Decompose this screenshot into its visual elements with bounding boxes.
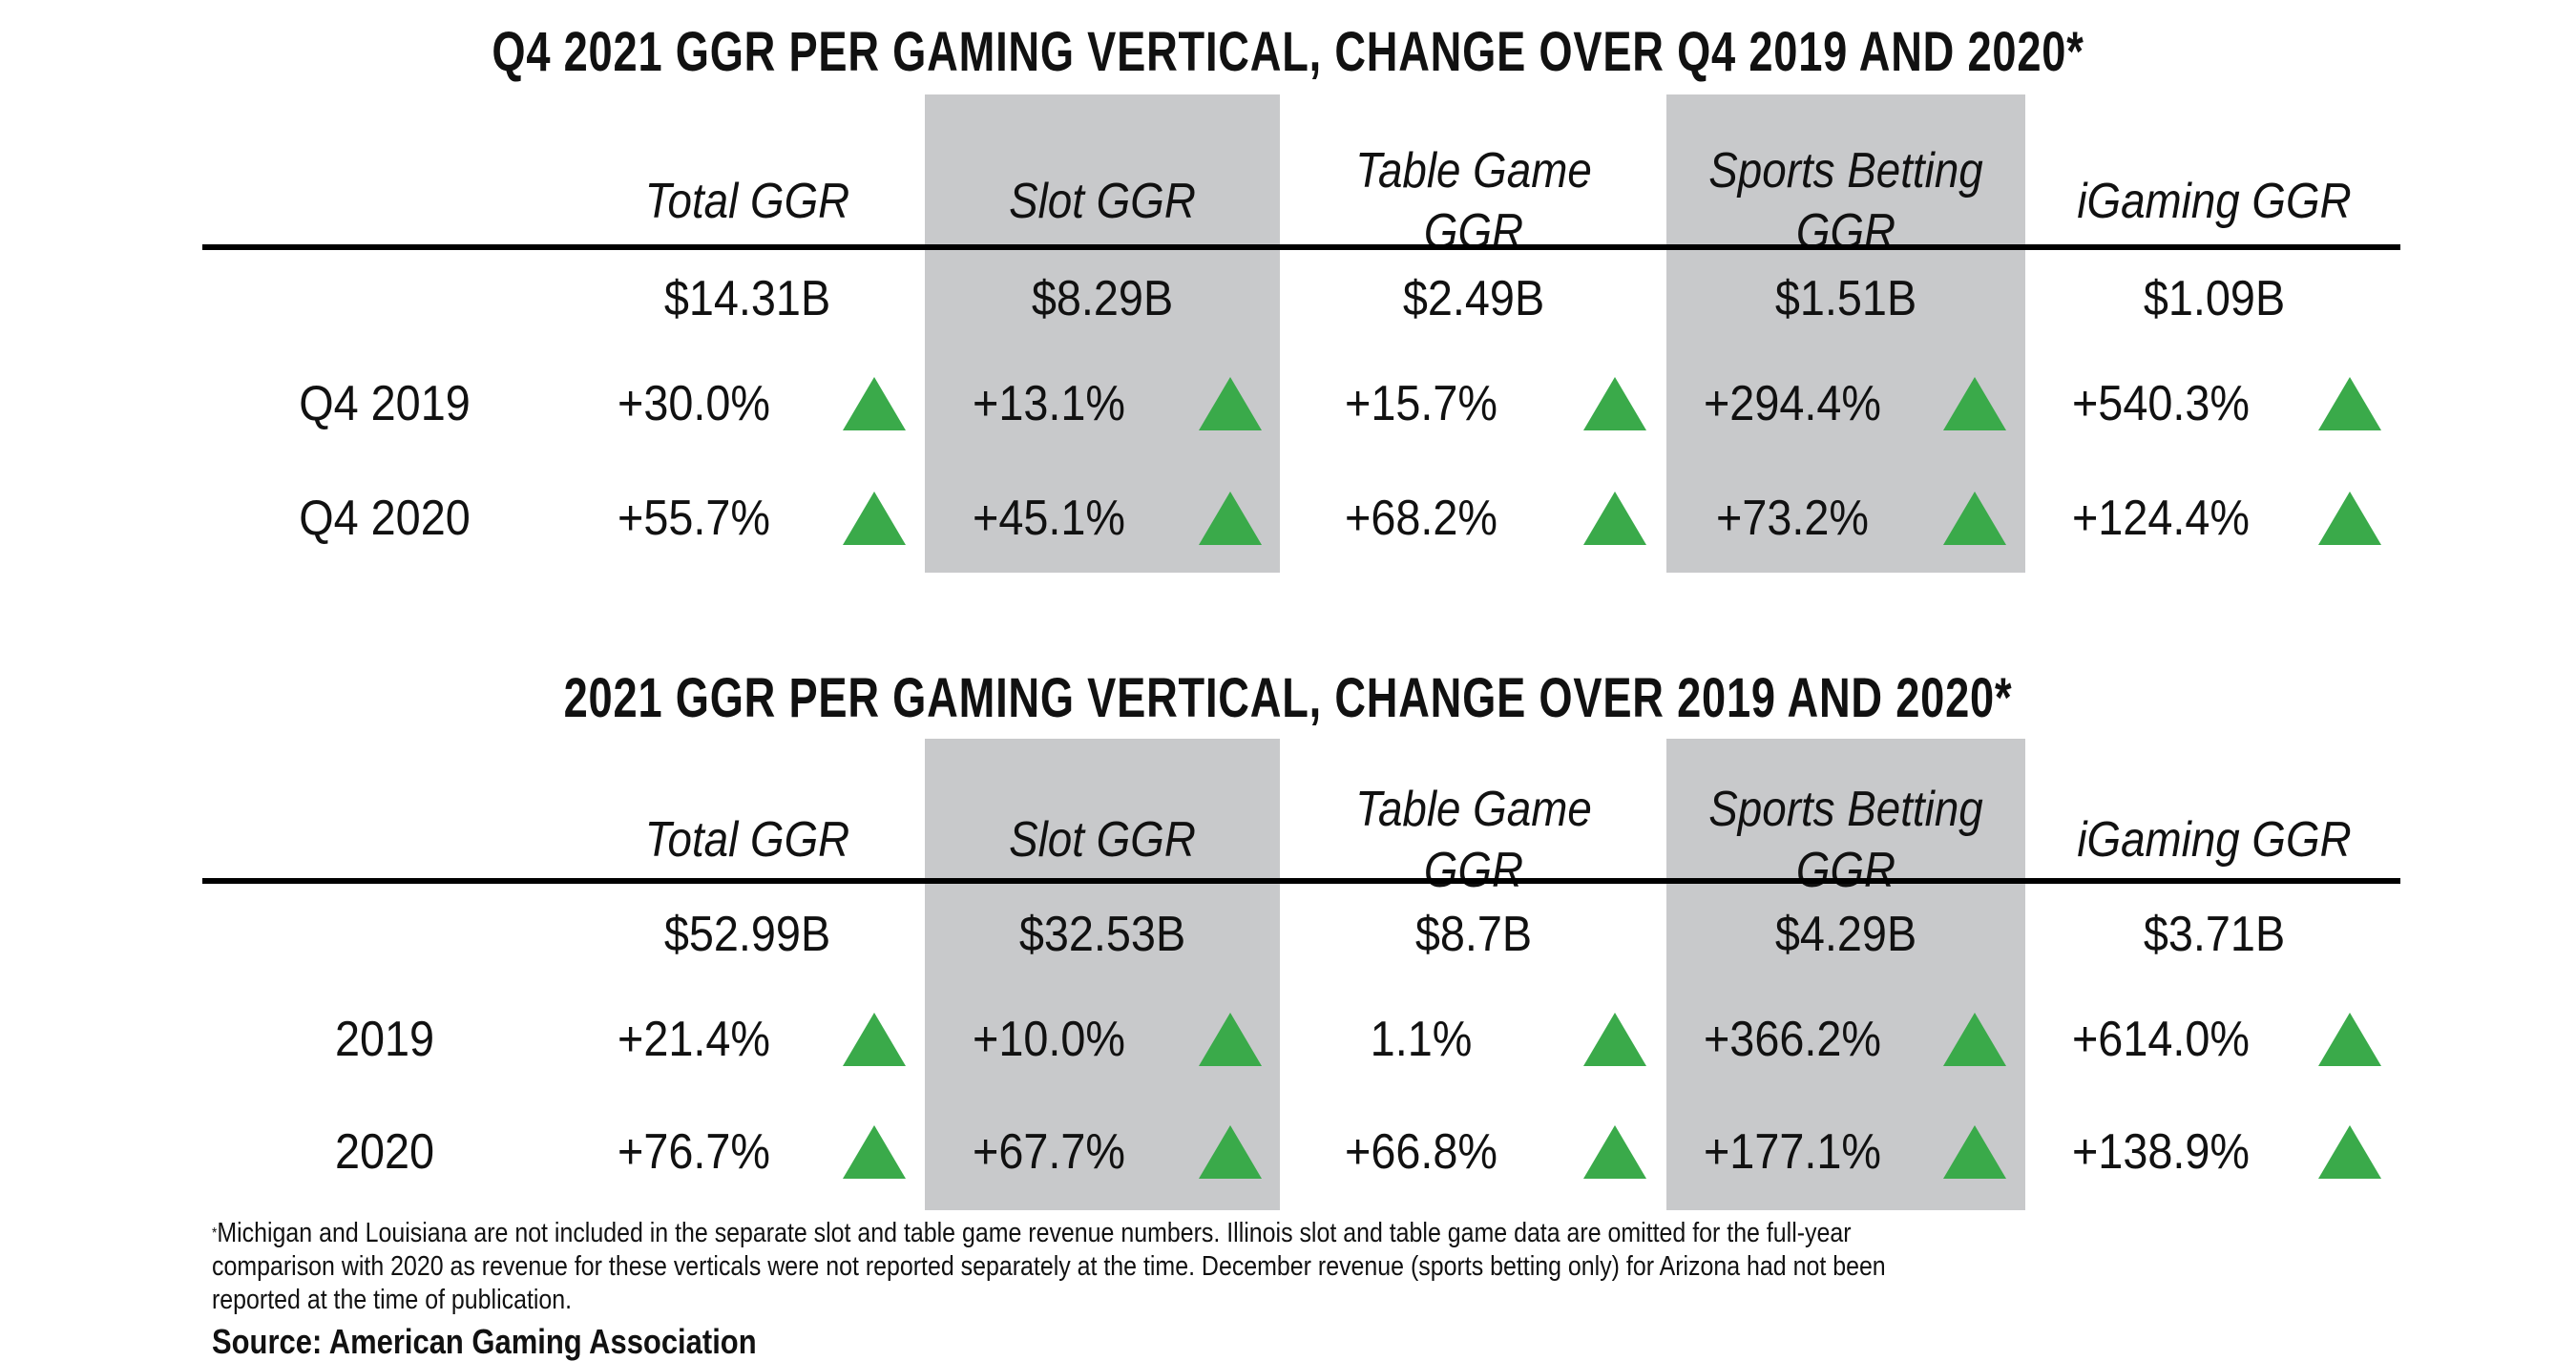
column-header-line: iGaming GGR bbox=[2077, 174, 2352, 229]
source-credit: Source: American Gaming Association bbox=[212, 1322, 757, 1361]
change-value: +366.2% bbox=[1703, 1012, 1882, 1067]
row-label: 2020 bbox=[334, 1124, 435, 1180]
column-header-line: Total GGR bbox=[644, 812, 850, 868]
up-arrow-icon bbox=[1943, 1013, 2006, 1066]
up-arrow-icon bbox=[1583, 1125, 1646, 1179]
up-arrow-icon bbox=[843, 377, 906, 430]
column-header-line: iGaming GGR bbox=[2077, 812, 2352, 868]
change-value: +30.0% bbox=[617, 376, 771, 431]
header-rule bbox=[202, 878, 2400, 884]
change-value: +138.9% bbox=[2071, 1124, 2251, 1180]
footnote-line: *Michigan and Louisiana are not included… bbox=[212, 1217, 2182, 1250]
column-header-line: GGR bbox=[1423, 843, 1524, 898]
up-arrow-icon bbox=[2318, 492, 2381, 545]
up-arrow-icon bbox=[2318, 1013, 2381, 1066]
total-value: $1.51B bbox=[1774, 271, 1917, 326]
change-value: +67.7% bbox=[972, 1124, 1126, 1180]
up-arrow-icon bbox=[1199, 1013, 1262, 1066]
column-header: iGaming GGR bbox=[2055, 809, 2374, 870]
change-value: +177.1% bbox=[1703, 1124, 1882, 1180]
row-label: Q4 2019 bbox=[299, 376, 471, 431]
column-header-line: Table Game bbox=[1355, 782, 1592, 837]
up-arrow-icon bbox=[1583, 377, 1646, 430]
up-arrow-icon bbox=[843, 1125, 906, 1179]
footnote-marker: * bbox=[212, 1225, 218, 1242]
table-title: Q4 2021 GGR PER GAMING VERTICAL, CHANGE … bbox=[492, 21, 2084, 83]
total-value: $8.7B bbox=[1414, 907, 1533, 962]
column-header: Slot GGR bbox=[943, 809, 1262, 870]
column-header: Table Game GGR bbox=[1314, 779, 1633, 901]
total-value: $3.71B bbox=[2143, 907, 2286, 962]
footnote-line: reported at the time of publication. bbox=[212, 1284, 2182, 1317]
up-arrow-icon bbox=[1199, 1125, 1262, 1179]
column-header-line: GGR bbox=[1423, 204, 1524, 260]
column-header-line: Sports Betting bbox=[1708, 143, 1983, 199]
total-value: $2.49B bbox=[1402, 271, 1545, 326]
total-value: $8.29B bbox=[1031, 271, 1174, 326]
column-header-line: Slot GGR bbox=[1009, 812, 1196, 868]
column-header: Total GGR bbox=[588, 809, 907, 870]
change-value: +21.4% bbox=[617, 1012, 771, 1067]
change-value: +540.3% bbox=[2071, 376, 2251, 431]
total-value: $14.31B bbox=[663, 271, 831, 326]
change-value: +15.7% bbox=[1344, 376, 1498, 431]
row-label: 2019 bbox=[334, 1012, 435, 1067]
up-arrow-icon bbox=[2318, 1125, 2381, 1179]
column-header: Sports Betting GGR bbox=[1686, 779, 2005, 901]
change-value: +10.0% bbox=[972, 1012, 1126, 1067]
footnote-text: Michigan and Louisiana are not included … bbox=[217, 1218, 1852, 1248]
change-value: +76.7% bbox=[617, 1124, 771, 1180]
column-header-line: GGR bbox=[1795, 204, 1896, 260]
column-header: iGaming GGR bbox=[2055, 171, 2374, 232]
change-value: +124.4% bbox=[2071, 491, 2251, 546]
up-arrow-icon bbox=[1199, 377, 1262, 430]
up-arrow-icon bbox=[1943, 377, 2006, 430]
change-value: +66.8% bbox=[1344, 1124, 1498, 1180]
row-label: Q4 2020 bbox=[299, 491, 471, 546]
total-value: $4.29B bbox=[1774, 907, 1917, 962]
up-arrow-icon bbox=[1583, 1013, 1646, 1066]
up-arrow-icon bbox=[1943, 492, 2006, 545]
column-header: Sports Betting GGR bbox=[1686, 140, 2005, 262]
up-arrow-icon bbox=[1199, 492, 1262, 545]
change-value: +13.1% bbox=[972, 376, 1126, 431]
column-header-line: Table Game bbox=[1355, 143, 1592, 199]
change-value: 1.1% bbox=[1370, 1012, 1473, 1067]
up-arrow-icon bbox=[843, 492, 906, 545]
change-value: +68.2% bbox=[1344, 491, 1498, 546]
column-header: Total GGR bbox=[588, 171, 907, 232]
up-arrow-icon bbox=[843, 1013, 906, 1066]
change-value: +55.7% bbox=[617, 491, 771, 546]
up-arrow-icon bbox=[1583, 492, 1646, 545]
column-header: Slot GGR bbox=[943, 171, 1262, 232]
footnote-text: reported at the time of publication. bbox=[212, 1285, 573, 1315]
change-value: +614.0% bbox=[2071, 1012, 2251, 1067]
column-header: Table Game GGR bbox=[1314, 140, 1633, 262]
table-title: 2021 GGR PER GAMING VERTICAL, CHANGE OVE… bbox=[563, 667, 2013, 729]
header-rule bbox=[202, 244, 2400, 250]
total-value: $52.99B bbox=[663, 907, 831, 962]
column-header-line: GGR bbox=[1795, 843, 1896, 898]
up-arrow-icon bbox=[2318, 377, 2381, 430]
total-value: $1.09B bbox=[2143, 271, 2286, 326]
column-header-line: Sports Betting bbox=[1708, 782, 1983, 837]
change-value: +73.2% bbox=[1715, 491, 1870, 546]
up-arrow-icon bbox=[1943, 1125, 2006, 1179]
footnote-line: comparison with 2020 as revenue for thes… bbox=[212, 1250, 2182, 1284]
change-value: +45.1% bbox=[972, 491, 1126, 546]
column-header-line: Slot GGR bbox=[1009, 174, 1196, 229]
footnote-text: comparison with 2020 as revenue for thes… bbox=[212, 1251, 1886, 1282]
change-value: +294.4% bbox=[1703, 376, 1882, 431]
column-header-line: Total GGR bbox=[644, 174, 850, 229]
total-value: $32.53B bbox=[1018, 907, 1186, 962]
